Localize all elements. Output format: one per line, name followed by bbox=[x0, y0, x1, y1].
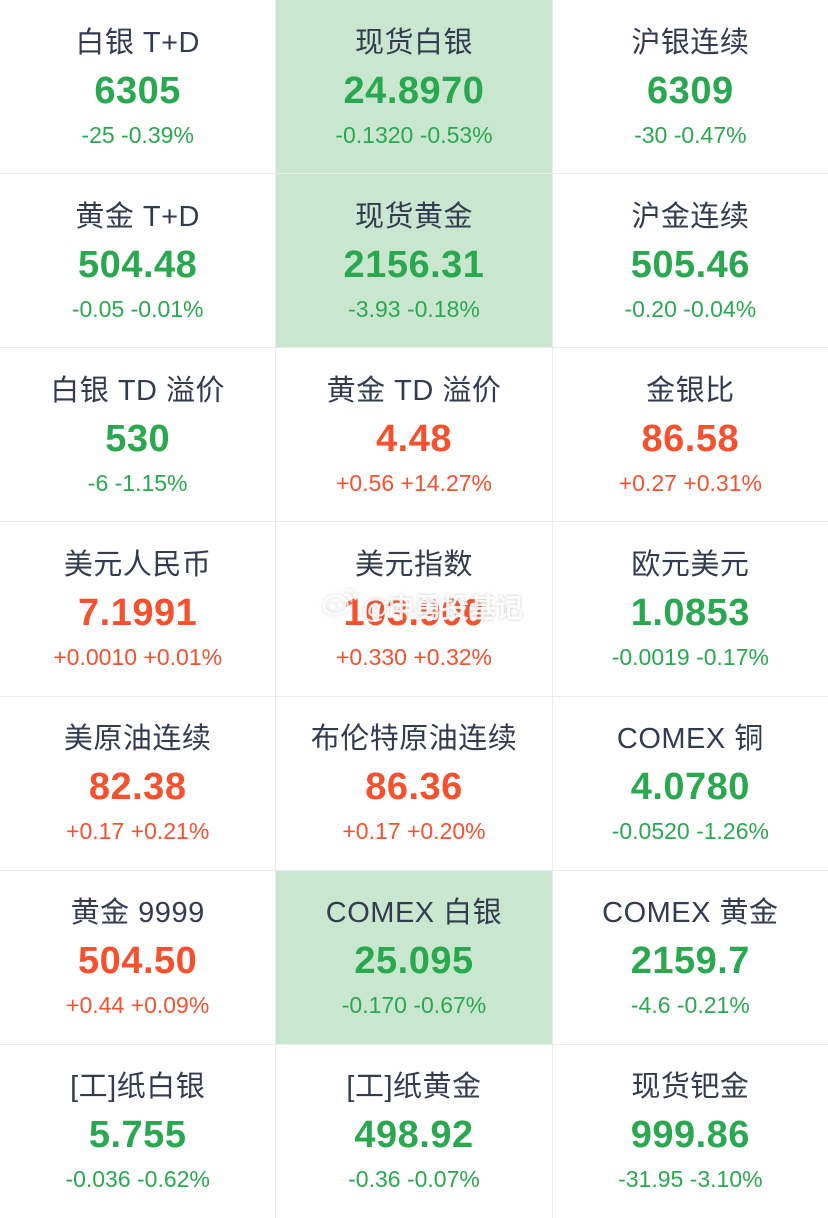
quote-card-silver-td-premium[interactable]: 白银 TD 溢价 530 -6 -1.15% bbox=[0, 348, 276, 522]
quote-card-usd-cny[interactable]: 美元人民币 7.1991 +0.0010 +0.01% bbox=[0, 522, 276, 696]
quote-price: 999.86 bbox=[630, 1114, 750, 1157]
quote-title: 黄金 TD 溢价 bbox=[326, 374, 502, 407]
quote-price: 6309 bbox=[647, 69, 734, 112]
quote-change: -30 -0.47% bbox=[634, 121, 747, 148]
quote-price: 2156.31 bbox=[343, 243, 485, 286]
quote-title: 美元人民币 bbox=[63, 548, 212, 581]
quote-price: 4.48 bbox=[376, 417, 452, 460]
quote-change: -0.036 -0.62% bbox=[65, 1166, 210, 1193]
quote-price: 86.36 bbox=[365, 766, 463, 809]
quote-change: +0.56 +14.27% bbox=[335, 469, 492, 496]
quote-price: 504.48 bbox=[78, 243, 198, 286]
quote-card-shfe-silver[interactable]: 沪银连续 6309 -30 -0.47% bbox=[552, 0, 828, 174]
quote-price: 24.8970 bbox=[343, 69, 485, 112]
quote-card-icbc-paper-gold[interactable]: [工]纸黄金 498.92 -0.36 -0.07% bbox=[276, 1044, 552, 1218]
quote-title: 现货白银 bbox=[354, 26, 473, 59]
quote-price: 6305 bbox=[94, 69, 181, 112]
quote-change: -31.95 -3.10% bbox=[618, 1166, 763, 1193]
quote-card-comex-gold[interactable]: COMEX 黄金 2159.7 -4.6 -0.21% bbox=[552, 870, 828, 1044]
quote-card-shfe-gold[interactable]: 沪金连续 505.46 -0.20 -0.04% bbox=[552, 174, 828, 348]
quote-card-silver-td[interactable]: 白银 T+D 6305 -25 -0.39% bbox=[0, 0, 276, 174]
quote-title: 欧元美元 bbox=[631, 548, 750, 581]
quote-card-spot-silver[interactable]: 现货白银 24.8970 -0.1320 -0.53% bbox=[276, 0, 552, 174]
quote-price: 530 bbox=[105, 417, 171, 460]
quote-title: [工]纸黄金 bbox=[346, 1071, 482, 1104]
quote-price: 1.0853 bbox=[630, 591, 750, 634]
quote-change: +0.17 +0.21% bbox=[66, 818, 210, 845]
quote-change: +0.0010 +0.01% bbox=[53, 643, 223, 670]
quote-title: 美元指数 bbox=[354, 548, 473, 581]
quote-card-dollar-index[interactable]: 美元指数 103.900 +0.330 +0.32% @申勇投基记 bbox=[276, 522, 552, 696]
quote-change: -0.20 -0.04% bbox=[624, 295, 757, 322]
quote-card-gold-silver-ratio[interactable]: 金银比 86.58 +0.27 +0.31% bbox=[552, 348, 828, 522]
quote-title: 沪银连续 bbox=[631, 26, 750, 59]
quote-price: 504.50 bbox=[78, 940, 198, 983]
quote-change: +0.17 +0.20% bbox=[342, 818, 486, 845]
quote-change: -0.1320 -0.53% bbox=[335, 121, 493, 148]
quote-card-comex-silver[interactable]: COMEX 白银 25.095 -0.170 -0.67% bbox=[276, 870, 552, 1044]
quote-title: 沪金连续 bbox=[631, 200, 750, 233]
quote-title: 白银 T+D bbox=[75, 26, 200, 59]
quote-price: 5.755 bbox=[88, 1114, 187, 1157]
quote-change: -4.6 -0.21% bbox=[630, 992, 750, 1019]
quote-card-icbc-paper-silver[interactable]: [工]纸白银 5.755 -0.036 -0.62% bbox=[0, 1044, 276, 1218]
quote-price: 7.1991 bbox=[78, 591, 198, 634]
quote-title: 黄金 9999 bbox=[70, 897, 205, 930]
quote-title: 现货黄金 bbox=[354, 200, 473, 233]
quote-title: 黄金 T+D bbox=[75, 200, 200, 233]
quote-price: 86.58 bbox=[641, 417, 740, 460]
quote-change: -0.36 -0.07% bbox=[348, 1166, 480, 1193]
quote-change: -0.05 -0.01% bbox=[71, 295, 204, 322]
quote-title: 美原油连续 bbox=[63, 723, 212, 756]
quote-title: 白银 TD 溢价 bbox=[50, 374, 226, 407]
quote-price: 103.900 bbox=[343, 591, 485, 634]
quote-change: -0.0019 -0.17% bbox=[611, 643, 769, 670]
quote-card-spot-gold[interactable]: 现货黄金 2156.31 -3.93 -0.18% bbox=[276, 174, 552, 348]
quote-card-us-crude-oil[interactable]: 美原油连续 82.38 +0.17 +0.21% bbox=[0, 696, 276, 870]
quote-title: 金银比 bbox=[646, 374, 735, 407]
quote-change: +0.44 +0.09% bbox=[66, 992, 210, 1019]
quote-title: 现货钯金 bbox=[631, 1071, 750, 1104]
quote-change: -0.0520 -1.26% bbox=[611, 818, 769, 845]
quote-card-comex-copper[interactable]: COMEX 铜 4.0780 -0.0520 -1.26% bbox=[552, 696, 828, 870]
quote-card-gold-td-premium[interactable]: 黄金 TD 溢价 4.48 +0.56 +14.27% bbox=[276, 348, 552, 522]
quote-change: -6 -1.15% bbox=[87, 469, 188, 496]
quote-title: COMEX 黄金 bbox=[602, 897, 779, 930]
quote-title: COMEX 铜 bbox=[616, 723, 764, 756]
quote-title: 布伦特原油连续 bbox=[310, 723, 518, 756]
quote-price: 505.46 bbox=[630, 243, 750, 286]
quote-price: 2159.7 bbox=[630, 940, 750, 983]
quote-change: +0.330 +0.32% bbox=[335, 643, 492, 670]
quote-card-gold-td[interactable]: 黄金 T+D 504.48 -0.05 -0.01% bbox=[0, 174, 276, 348]
quote-price: 82.38 bbox=[88, 766, 187, 809]
quote-card-brent-crude-oil[interactable]: 布伦特原油连续 86.36 +0.17 +0.20% bbox=[276, 696, 552, 870]
quote-card-gold-9999[interactable]: 黄金 9999 504.50 +0.44 +0.09% bbox=[0, 870, 276, 1044]
quote-change: -3.93 -0.18% bbox=[348, 295, 480, 322]
quote-price: 498.92 bbox=[354, 1114, 474, 1157]
quote-card-spot-palladium[interactable]: 现货钯金 999.86 -31.95 -3.10% bbox=[552, 1044, 828, 1218]
quote-change: +0.27 +0.31% bbox=[618, 469, 762, 496]
quote-title: COMEX 白银 bbox=[325, 897, 503, 930]
quote-change: -25 -0.39% bbox=[81, 121, 194, 148]
quote-card-eur-usd[interactable]: 欧元美元 1.0853 -0.0019 -0.17% bbox=[552, 522, 828, 696]
quote-title: [工]纸白银 bbox=[70, 1071, 206, 1104]
quote-price: 4.0780 bbox=[630, 766, 750, 809]
quote-price: 25.095 bbox=[354, 940, 474, 983]
quote-change: -0.170 -0.67% bbox=[341, 992, 487, 1019]
